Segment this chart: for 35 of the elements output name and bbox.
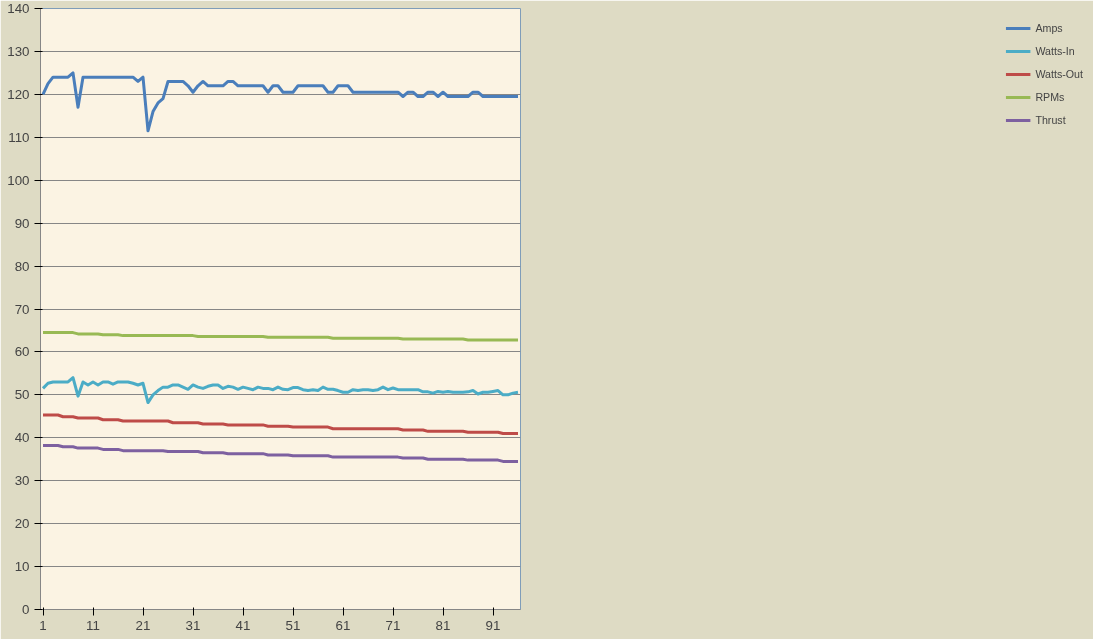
- x-tick-label: 31: [185, 617, 201, 633]
- y-tick-label: 140: [7, 1, 30, 16]
- x-tick-label: 61: [335, 617, 351, 633]
- legend-label: RPMs: [1035, 91, 1065, 103]
- line-series: [41, 444, 520, 463]
- y-tick-label: 80: [14, 258, 30, 274]
- y-tick-label: 0: [22, 602, 30, 617]
- line-series: [41, 376, 520, 405]
- legend-label: Watts-Out: [1035, 68, 1083, 80]
- line-series: [41, 413, 520, 435]
- x-tick-label: 51: [285, 617, 301, 633]
- y-tick-label: 100: [7, 172, 30, 188]
- y-tick-label: 60: [14, 344, 30, 360]
- x-tick-label: 21: [135, 617, 151, 633]
- y-tick-label: 110: [8, 129, 30, 145]
- x-tick-label: 11: [86, 617, 100, 633]
- y-tick-label: 70: [14, 301, 30, 317]
- x-tick-label: 41: [235, 617, 251, 633]
- y-tick-label: 30: [14, 473, 30, 489]
- y-tick-label: 90: [14, 215, 30, 231]
- x-tick-label: 1: [39, 617, 47, 633]
- x-tick-label: 71: [385, 617, 401, 633]
- y-tick-label: 40: [14, 430, 30, 446]
- y-tick-label: 20: [14, 516, 30, 532]
- y-tick-label: 10: [14, 559, 30, 575]
- y-tick-label: 50: [14, 387, 30, 403]
- y-tick-label: 120: [7, 86, 30, 102]
- x-tick-label: 91: [485, 617, 501, 633]
- x-tick-label: 81: [435, 617, 451, 633]
- y-tick-label: 130: [7, 43, 30, 59]
- legend-label: Amps: [1035, 22, 1063, 34]
- line-series: [41, 331, 520, 342]
- legend-label: Watts-In: [1035, 45, 1075, 57]
- line-series: [41, 71, 520, 133]
- legend-label: Thrust: [1035, 114, 1066, 126]
